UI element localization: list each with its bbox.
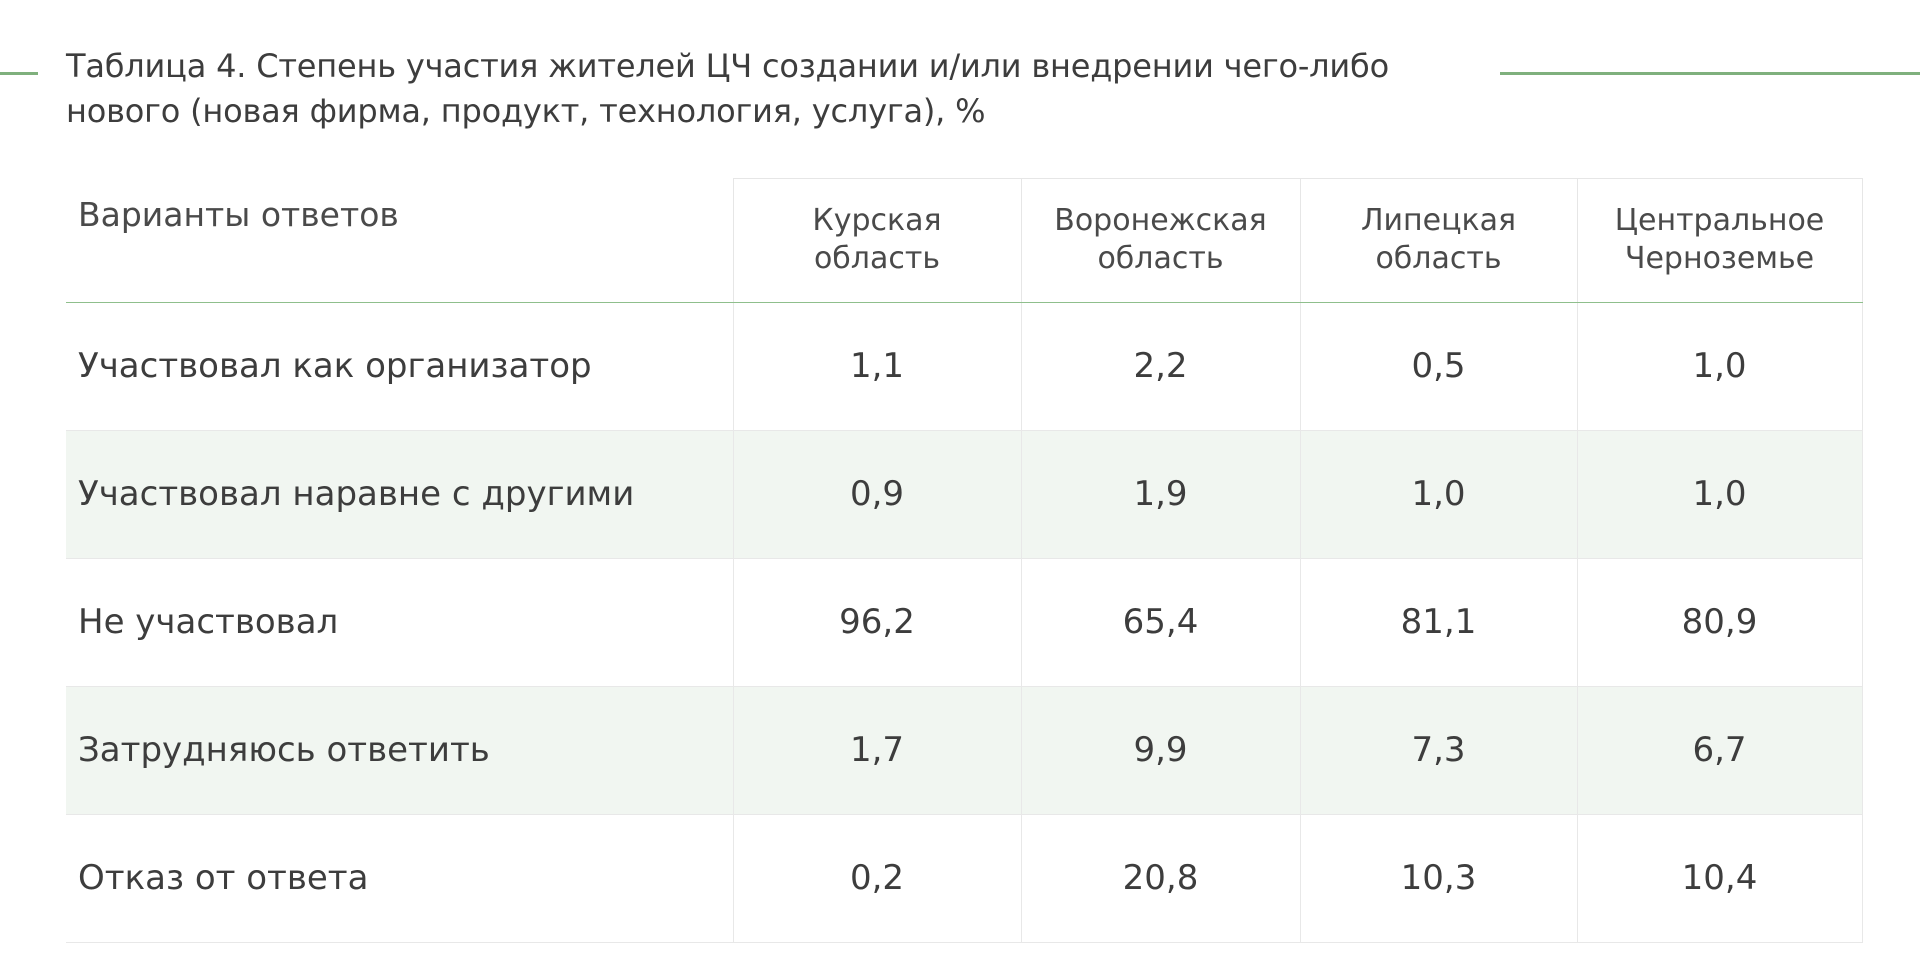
cell-value: 0,9 [732, 430, 1021, 559]
header-lipetsk-line-1: Липецкая [1360, 203, 1517, 239]
header-voronezh-line-1: Воронежская [1054, 203, 1267, 239]
header-central-chernozem: Центральное Черноземье [1576, 178, 1863, 303]
cell-value: 1,0 [1576, 430, 1863, 559]
table-row: Отказ от ответа 0,2 20,8 10,3 10,4 [66, 814, 1863, 943]
cell-value: 1,0 [1576, 302, 1863, 431]
cell-value: 1,0 [1299, 430, 1577, 559]
header-central-line-2: Черноземье [1624, 241, 1815, 277]
row-label: Участвовал наравне с другими [66, 430, 733, 559]
cell-value: 20,8 [1020, 814, 1300, 943]
cell-value: 0,2 [732, 814, 1021, 943]
cell-value: 10,3 [1299, 814, 1577, 943]
header-kursk-line-1: Курская [812, 203, 942, 239]
row-label: Участвовал как организатор [66, 302, 733, 431]
decorative-line-right [1500, 72, 1920, 75]
header-kursk-line-2: область [813, 241, 941, 277]
row-label: Отказ от ответа [66, 814, 733, 943]
cell-value: 10,4 [1576, 814, 1863, 943]
header-lipetsk-line-2: область [1375, 241, 1502, 277]
cell-value: 81,1 [1299, 558, 1577, 687]
cell-value: 1,9 [1020, 430, 1300, 559]
cell-value: 2,2 [1020, 302, 1300, 431]
header-kursk-region: Курская область [732, 178, 1021, 303]
table-row: Не участвовал 96,2 65,4 81,1 80,9 [66, 558, 1863, 687]
table-row: Участвовал как организатор 1,1 2,2 0,5 1… [66, 302, 1863, 431]
row-label: Затрудняюсь ответить [66, 686, 733, 815]
header-lipetsk-region: Липецкая область [1299, 178, 1577, 303]
header-central-line-1: Центральное [1614, 203, 1825, 239]
table-row: Участвовал наравне с другими 0,9 1,9 1,0… [66, 430, 1863, 559]
cell-value: 6,7 [1576, 686, 1863, 815]
table-title-line-2: нового (новая фирма, продукт, технология… [66, 92, 986, 130]
table-title-line-1: Таблица 4. Степень участия жителей ЦЧ со… [66, 47, 1389, 85]
table-row: Затрудняюсь ответить 1,7 9,9 7,3 6,7 [66, 686, 1863, 815]
table-title: Таблица 4. Степень участия жителей ЦЧ со… [66, 44, 1496, 134]
header-answer-options: Варианты ответов [66, 178, 733, 303]
decorative-line-left [0, 72, 38, 75]
row-label: Не участвовал [66, 558, 733, 687]
cell-value: 65,4 [1020, 558, 1300, 687]
cell-value: 1,1 [732, 302, 1021, 431]
cell-value: 96,2 [732, 558, 1021, 687]
table-header-row: Варианты ответов Курская область Воронеж… [66, 178, 1863, 303]
cell-value: 7,3 [1299, 686, 1577, 815]
cell-value: 9,9 [1020, 686, 1300, 815]
cell-value: 80,9 [1576, 558, 1863, 687]
header-voronezh-line-2: область [1097, 241, 1224, 277]
survey-table: Варианты ответов Курская область Воронеж… [66, 178, 1863, 943]
cell-value: 0,5 [1299, 302, 1577, 431]
cell-value: 1,7 [732, 686, 1021, 815]
header-voronezh-region: Воронежская область [1020, 178, 1300, 303]
